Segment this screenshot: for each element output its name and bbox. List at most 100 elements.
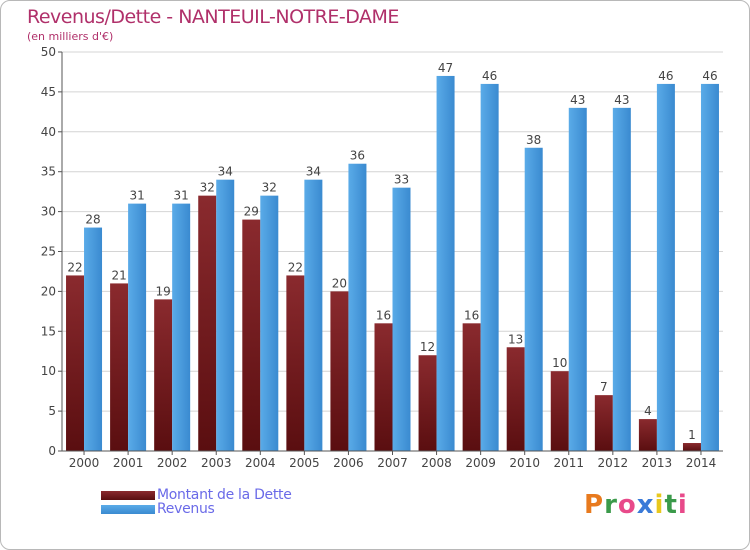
bar-dette — [286, 275, 305, 451]
data-label: 7 — [600, 380, 608, 394]
x-tick-label: 2010 — [509, 456, 540, 470]
bar-revenus — [436, 75, 455, 451]
data-label: 31 — [129, 189, 144, 203]
data-label: 22 — [288, 260, 303, 274]
data-label: 10 — [552, 356, 567, 370]
bar-dette — [462, 323, 481, 451]
y-tick-label: 45 — [41, 85, 56, 99]
logo-letter: x — [636, 490, 655, 520]
y-tick-label: 0 — [48, 444, 56, 458]
bar-revenus — [172, 203, 191, 451]
bar-dette — [242, 219, 261, 451]
x-tick-label: 2002 — [157, 456, 188, 470]
bar-revenus — [348, 163, 367, 451]
x-tick-label: 2014 — [686, 456, 717, 470]
bar-dette — [550, 371, 569, 451]
bar-dette — [638, 419, 657, 451]
bar-dette — [594, 395, 613, 451]
x-tick-label: 2001 — [113, 456, 144, 470]
data-label: 38 — [526, 133, 541, 147]
bar-revenus — [304, 179, 323, 451]
logo-letter: P — [584, 490, 605, 520]
bar-revenus — [480, 83, 499, 452]
data-label: 13 — [508, 332, 523, 346]
chart-subtitle: (en milliers d'€) — [27, 30, 114, 43]
y-tick-label: 25 — [41, 245, 56, 259]
logo-letter: t — [664, 490, 678, 520]
bars — [66, 75, 719, 452]
x-tick-label: 2011 — [553, 456, 584, 470]
x-tick-label: 2005 — [289, 456, 320, 470]
legend-swatch-revenus — [101, 504, 155, 514]
data-label: 20 — [332, 276, 347, 290]
data-label: 36 — [350, 149, 365, 163]
data-label: 19 — [156, 284, 171, 298]
data-label: 46 — [482, 69, 497, 83]
bar-dette — [330, 291, 349, 451]
x-tick-label: 2000 — [69, 456, 100, 470]
x-tick-label: 2004 — [245, 456, 276, 470]
bar-revenus — [700, 83, 719, 452]
y-tick-label: 5 — [48, 404, 56, 418]
data-label: 46 — [658, 69, 673, 83]
data-label: 34 — [218, 165, 233, 179]
bar-revenus — [656, 83, 675, 452]
logo-letter: i — [654, 490, 665, 520]
data-label: 47 — [438, 61, 453, 75]
bar-dette — [198, 195, 217, 451]
bar-revenus — [128, 203, 147, 451]
axes: 0 5 10 15 20 25 30 35 40 45 50 2000 2001 2002 2003 2004… — [41, 45, 723, 470]
data-label: 16 — [376, 308, 391, 322]
data-label: 31 — [174, 189, 189, 203]
legend-label-dette: Montant de la Dette — [157, 487, 292, 503]
x-tick-label: 2013 — [642, 456, 673, 470]
data-label: 1 — [688, 428, 696, 442]
data-label: 33 — [394, 173, 409, 187]
data-label: 4 — [644, 404, 652, 418]
bar-dette — [506, 347, 525, 451]
bar-revenus — [84, 227, 103, 451]
x-tick-label: 2007 — [377, 456, 408, 470]
data-label: 43 — [614, 93, 629, 107]
data-labels: 2228213119313234293222342036163312471646… — [67, 61, 717, 442]
y-tick-label: 40 — [41, 125, 56, 139]
bar-revenus — [392, 187, 411, 451]
data-label: 12 — [420, 340, 435, 354]
legend-item-dette: Montant de la Dette — [101, 487, 292, 503]
y-tick-label: 35 — [41, 165, 56, 179]
x-tick-label: 2006 — [333, 456, 364, 470]
bar-dette — [682, 443, 701, 451]
bar-revenus — [260, 195, 279, 451]
data-label: 29 — [244, 205, 259, 219]
y-tick-label: 20 — [41, 284, 56, 298]
data-label: 34 — [306, 165, 321, 179]
bar-dette — [418, 355, 437, 451]
x-tick-label: 2003 — [201, 456, 232, 470]
data-label: 21 — [111, 268, 126, 282]
bar-dette — [374, 323, 393, 451]
y-tick-label: 10 — [41, 364, 56, 378]
data-label: 32 — [262, 181, 277, 195]
bar-revenus — [524, 147, 543, 451]
x-tick-label: 2008 — [421, 456, 452, 470]
legend-swatch-dette — [101, 490, 155, 500]
logo-letter: o — [617, 490, 637, 520]
y-tick-label: 15 — [41, 324, 56, 338]
bar-dette — [154, 299, 173, 451]
legend-item-revenus: Revenus — [101, 501, 215, 517]
x-tick-label: 2009 — [465, 456, 496, 470]
y-tick-label: 50 — [41, 45, 56, 59]
data-label: 16 — [464, 308, 479, 322]
proxiti-logo: Proxiti — [584, 490, 688, 520]
data-label: 32 — [200, 181, 215, 195]
legend-label-revenus: Revenus — [157, 501, 215, 517]
data-label: 22 — [67, 260, 82, 274]
logo-letter: i — [677, 490, 688, 520]
bar-revenus — [568, 107, 587, 452]
bar-revenus — [216, 179, 235, 451]
y-tick-label: 30 — [41, 205, 56, 219]
bar-dette — [66, 275, 85, 451]
bar-revenus — [612, 107, 631, 452]
data-label: 46 — [702, 69, 717, 83]
